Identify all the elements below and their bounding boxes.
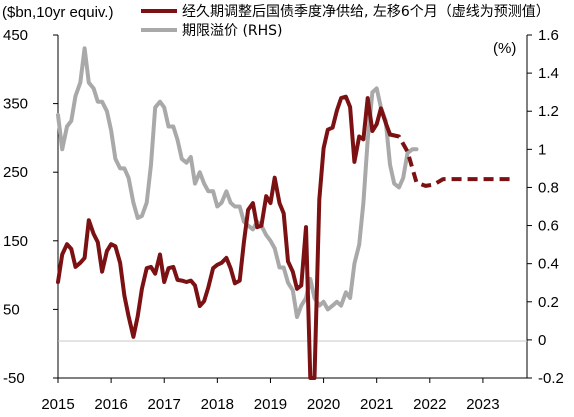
right-tick-label: 0.8 <box>538 179 559 196</box>
legend: 经久期调整后国债季度净供给, 左移6个月（虚线为预测值） 期限溢价 (RHS) <box>141 4 550 39</box>
series-supply-line <box>56 94 392 380</box>
x-tick-label: 2023 <box>466 396 499 413</box>
x-tick-label: 2018 <box>201 396 234 413</box>
x-tick-label: 2021 <box>360 396 393 413</box>
left-tick-label: 450 <box>3 27 28 44</box>
legend-label-term-premium: 期限溢价 (RHS) <box>182 23 283 39</box>
x-tick-label: 2016 <box>94 396 127 413</box>
left-tick-label: 150 <box>3 233 28 250</box>
series-layer <box>56 46 514 380</box>
right-tick-label: 1.6 <box>538 27 559 44</box>
right-axis-label: (%) <box>493 40 516 57</box>
right-tick-label: 0.4 <box>538 256 559 273</box>
series-forecast-line <box>389 132 514 188</box>
right-tick-label: 1.2 <box>538 103 559 120</box>
right-axis-ticks: 1.6 1.4 1.2 1 0.8 0.6 0.4 0.2 0 -0.2 <box>527 27 564 387</box>
legend-swatch-supply <box>141 9 177 13</box>
right-tick-label: 0.2 <box>538 294 559 311</box>
legend-label-supply: 经久期调整后国债季度净供给, 左移6个月（虚线为预测值） <box>182 4 550 20</box>
right-tick-label: 1.4 <box>538 65 559 82</box>
right-tick-label: 0.6 <box>538 218 559 235</box>
right-tick-label: 1 <box>538 141 546 158</box>
legend-swatch-term-premium <box>141 28 177 32</box>
x-tick-label: 2015 <box>41 396 74 413</box>
series-term-premium-line <box>56 46 419 319</box>
left-axis-label: ($bn,10yr equiv.) <box>2 4 113 21</box>
left-axis-ticks: 450 350 250 150 50 -50 <box>3 27 58 387</box>
x-tick-label: 2019 <box>254 396 287 413</box>
x-axis-ticks: 2015 2016 2017 2018 2019 2020 2021 2022 2023 <box>41 378 500 413</box>
left-tick-label: 250 <box>3 164 28 181</box>
x-tick-label: 2017 <box>148 396 181 413</box>
x-tick-label: 2020 <box>307 396 340 413</box>
left-tick-label: -50 <box>3 370 25 387</box>
right-tick-label: -0.2 <box>538 370 564 387</box>
x-tick-label: 2022 <box>413 396 446 413</box>
left-tick-label: 350 <box>3 96 28 113</box>
right-tick-label: 0 <box>538 332 546 349</box>
left-tick-label: 50 <box>3 301 20 318</box>
